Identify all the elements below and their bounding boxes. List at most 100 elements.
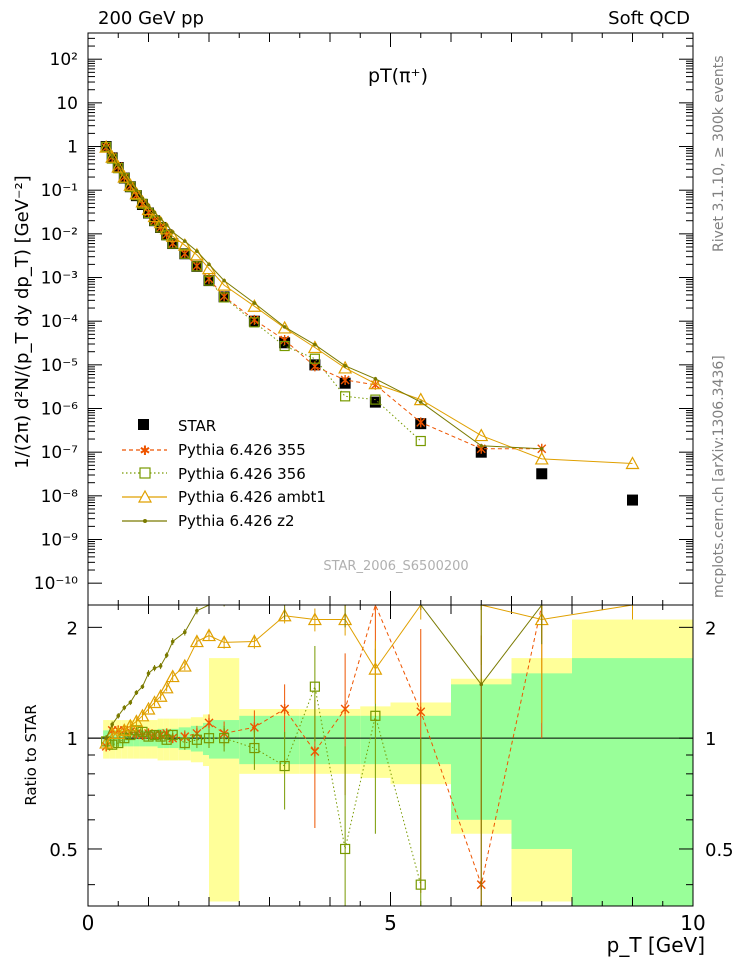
ratio-point-ambt1 <box>141 701 156 715</box>
legend-label-ambt1: Pythia 6.426 ambt1 <box>178 488 326 506</box>
y-tick-label: 10⁻² <box>41 225 78 245</box>
legend-label-data: STAR <box>178 417 216 435</box>
main-point-z2 <box>418 400 423 404</box>
main-point-z2 <box>158 217 163 221</box>
main-point-ambt1 <box>123 177 138 191</box>
ratio-band-inner <box>572 658 693 906</box>
main-point-s356 <box>415 435 426 447</box>
main-point-s356 <box>203 275 215 286</box>
main-point-s355 <box>416 417 426 428</box>
main-point-s355 <box>249 314 259 325</box>
ratio-point-ambt1 <box>217 635 232 649</box>
y-tick-label: 1 <box>67 138 78 158</box>
ratio-point-ambt1 <box>117 723 132 736</box>
ratio-point-ambt1 <box>277 608 292 622</box>
main-point-z2 <box>152 210 157 215</box>
main-point-ambt1 <box>117 169 132 183</box>
main-point-s356 <box>370 394 381 405</box>
ratio-point-z2 <box>158 664 163 668</box>
main-point-z2 <box>252 301 257 305</box>
main-point-z2 <box>134 188 139 192</box>
legend-label-z2: Pythia 6.426 z2 <box>178 512 295 530</box>
legend-marker-355: ✱ <box>140 444 151 459</box>
ratio-point-ambt1 <box>177 658 192 672</box>
ratio-point-ambt1 <box>123 718 138 732</box>
ratio-point-s356 <box>415 879 426 890</box>
main-point-z2 <box>343 364 347 368</box>
ratio-band-outer <box>209 658 240 902</box>
main-point-z2 <box>479 443 484 448</box>
header-left: 200 GeV pp <box>98 8 204 29</box>
ratio-tick-label-right: 0.5 <box>705 840 734 861</box>
ratio-uncertainty-bands <box>88 619 693 906</box>
ratio-point-z2 <box>152 666 157 670</box>
ratio-point-ambt1 <box>247 634 262 648</box>
ratio-point-s356 <box>309 681 320 692</box>
plot-title: pT(π⁺) <box>368 65 428 87</box>
ratio-point-z2 <box>140 684 145 689</box>
ratio-point-z2 <box>116 714 121 718</box>
main-point-ambt1 <box>277 320 292 334</box>
ratio-point-z2 <box>164 653 169 658</box>
ratio-point-z2 <box>183 630 187 635</box>
ratio-point-s356 <box>370 710 381 721</box>
main-point-s356 <box>219 292 230 303</box>
y-tick-label: 10⁻⁹ <box>41 531 79 551</box>
main-point-s356 <box>167 238 178 249</box>
main-point-z2 <box>195 249 199 254</box>
y-tick-label: 10⁻¹⁰ <box>34 574 78 594</box>
ratio-point-ambt1 <box>189 634 204 648</box>
y-axis-label-main: 1/(2π) d²N/(p_T dy dp_T) [GeV⁻²] <box>12 175 33 468</box>
ratio-point-z2 <box>170 639 175 644</box>
main-point-ambt1 <box>534 451 549 465</box>
y-tick-label: 10⁻⁵ <box>41 356 78 376</box>
ratio-point-z2 <box>134 690 139 695</box>
main-point-s356 <box>309 353 320 364</box>
ratio-point-z2 <box>146 671 151 676</box>
main-point-z2 <box>222 278 226 283</box>
main-point-ambt1 <box>474 428 489 442</box>
main-point-z2 <box>313 342 317 347</box>
ratio-point-s356 <box>149 729 160 741</box>
ratio-point-s356 <box>219 733 230 744</box>
ratio-point-z2 <box>122 705 127 710</box>
main-point-z2 <box>164 223 169 227</box>
main-point-z2 <box>373 376 378 381</box>
ratio-point-s356 <box>279 760 290 772</box>
main-point-z2 <box>140 196 145 201</box>
main-point-s356 <box>279 340 290 352</box>
ratio-point-ambt1 <box>165 669 180 683</box>
main-point-s355 <box>192 260 202 271</box>
ratio-point-s356 <box>155 731 166 742</box>
main-point-z2 <box>104 144 108 149</box>
ratio-point-s355 <box>340 704 350 715</box>
ratio-point-z2 <box>479 682 484 687</box>
side-label-rivet: Rivet 3.1.10, ≥ 300k events <box>711 55 727 252</box>
main-point-ambt1 <box>105 149 120 163</box>
main-point-ambt1 <box>217 277 232 291</box>
ratio-line-s356 <box>105 684 422 885</box>
side-label-mcplots: mcplots.cern.ch [arXiv:1306.3436] <box>711 355 727 598</box>
ratio-point-z2 <box>104 736 108 740</box>
legend-label-355: Pythia 6.426 355 <box>178 441 306 459</box>
main-point-z2 <box>282 325 287 329</box>
ratio-point-ambt1 <box>147 695 162 709</box>
x-tick-label: 5 <box>384 911 397 935</box>
main-point-ambt1 <box>625 456 640 470</box>
ratio-point-s356 <box>203 733 215 744</box>
main-line-s355 <box>105 147 542 450</box>
ratio-line-s355 <box>105 603 543 887</box>
main-series <box>99 139 640 506</box>
ratio-tick-label-right: 1 <box>705 729 716 750</box>
ratio-point-s356 <box>249 742 260 754</box>
legend-marker-data <box>138 419 149 430</box>
ratio-point-s356 <box>191 734 202 745</box>
main-point-data <box>369 396 381 408</box>
main-point-s356 <box>161 230 172 241</box>
main-point-s355 <box>280 335 290 346</box>
legend-label-356: Pythia 6.426 356 <box>178 465 306 483</box>
ratio-point-s355 <box>416 706 426 717</box>
main-point-z2 <box>170 230 175 234</box>
main-line-z2 <box>105 146 542 450</box>
